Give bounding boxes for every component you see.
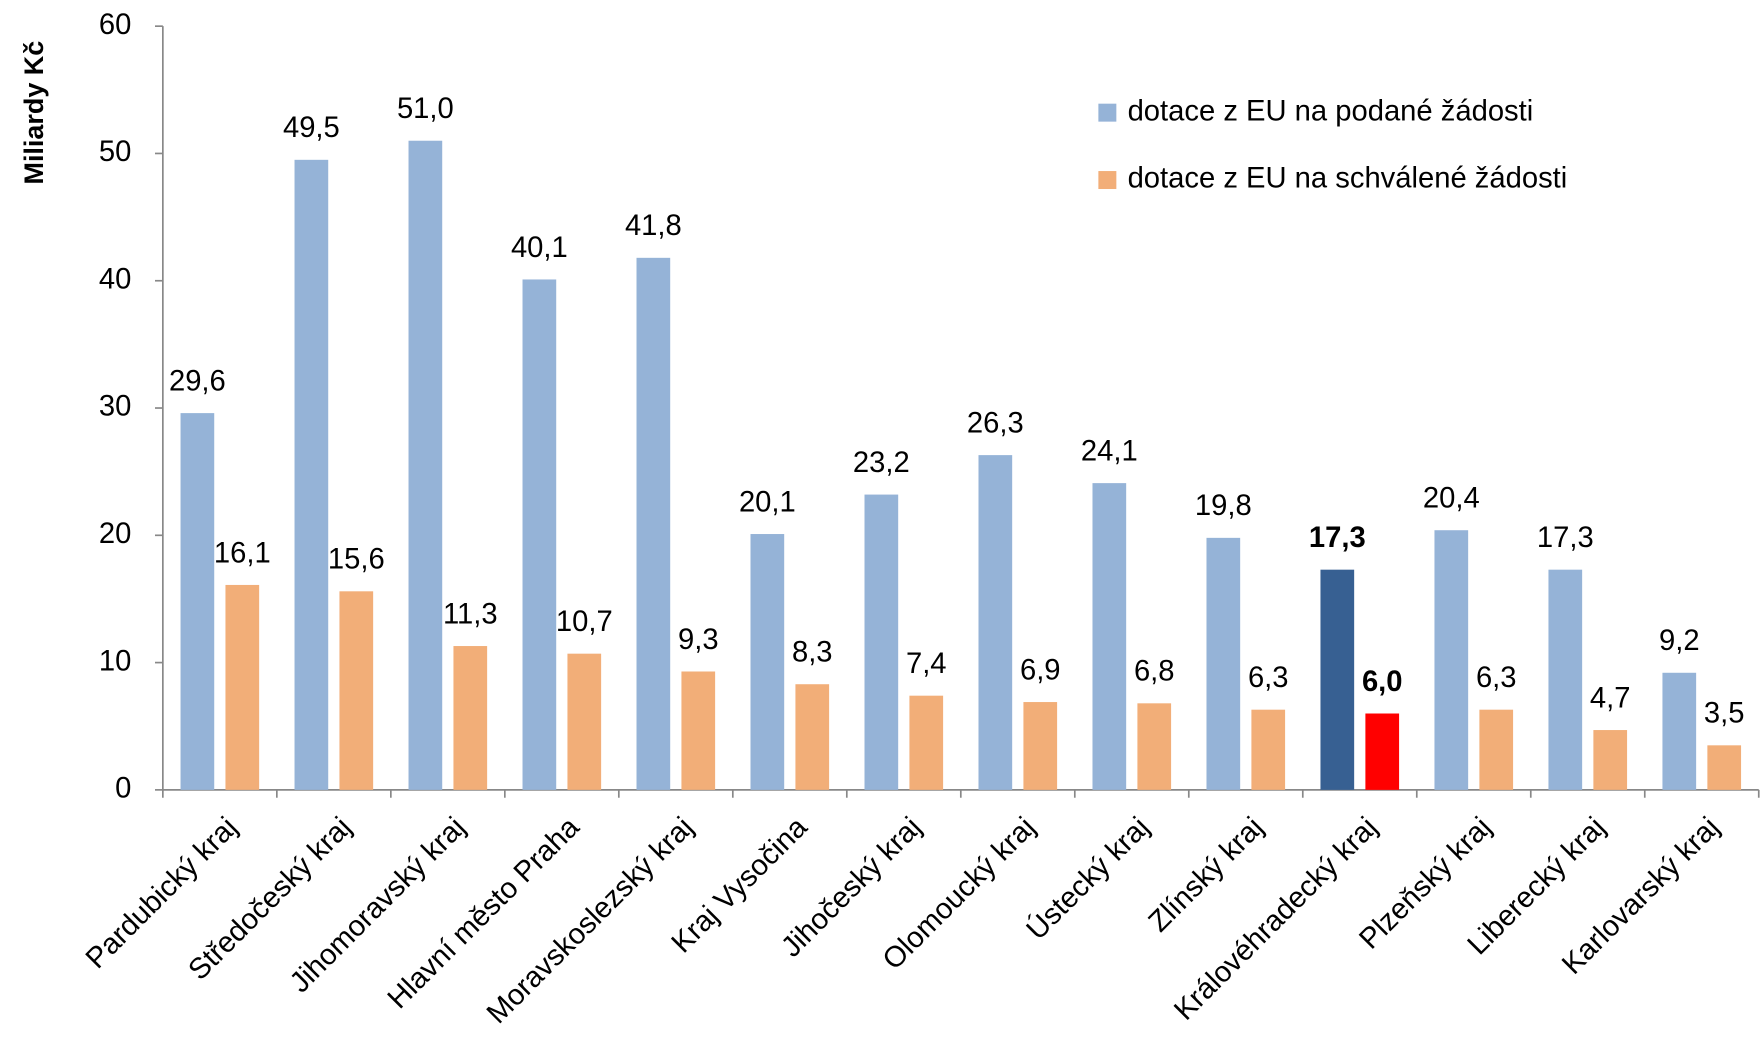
data-label: 3,5: [1704, 698, 1745, 730]
data-label: 24,1: [1081, 436, 1138, 468]
data-label: 23,2: [853, 447, 910, 479]
y-tick-label: 30: [99, 391, 131, 423]
y-tick-label: 40: [99, 263, 131, 295]
bar: [1206, 537, 1241, 790]
legend-label: dotace z EU na schválené žádosti: [1128, 163, 1568, 195]
bar: [1479, 709, 1514, 790]
bar: [681, 671, 716, 790]
data-label: 40,1: [511, 232, 568, 264]
data-label: 17,3: [1537, 522, 1594, 554]
data-label: 6,8: [1134, 656, 1175, 688]
y-tick-label: 10: [99, 645, 131, 677]
bar: [567, 653, 602, 790]
data-label: 29,6: [169, 366, 226, 398]
x-tick-label: Moravskoslezský kraj: [481, 811, 700, 1030]
y-axis-label: Miliardy Kč: [19, 41, 49, 185]
y-tick-label: 20: [99, 518, 131, 550]
bar: [1434, 530, 1469, 790]
bar: [1023, 702, 1058, 790]
bar: [1707, 745, 1742, 790]
legend-swatch: [1098, 171, 1117, 190]
x-tick-label: Královéhradecký kraj: [1168, 811, 1383, 1026]
legend-swatch: [1098, 103, 1117, 122]
y-tick-label: 60: [99, 9, 131, 41]
data-label: 9,3: [678, 624, 719, 656]
bar: [408, 140, 443, 790]
bar: [294, 159, 329, 790]
data-label: 11,3: [443, 598, 498, 630]
data-label: 10,7: [556, 606, 613, 638]
data-label: 8,3: [792, 637, 833, 669]
bar: [522, 279, 557, 790]
data-label: 16,1: [214, 537, 271, 569]
bar: [795, 684, 830, 790]
x-tick-label: Zlínský kraj: [1143, 811, 1270, 938]
bar: [864, 494, 899, 790]
y-tick-label: 0: [115, 773, 131, 805]
bar: [909, 695, 944, 790]
data-label: 41,8: [625, 210, 682, 242]
data-label: 19,8: [1195, 490, 1252, 522]
x-tick-label: Hlavní město Praha: [382, 811, 586, 1015]
bar: [1251, 709, 1286, 790]
data-label: 15,6: [328, 544, 385, 576]
data-label: 17,3: [1309, 522, 1366, 554]
bar: [1365, 713, 1400, 790]
bar: [1548, 569, 1583, 790]
data-label: 4,7: [1590, 682, 1631, 714]
y-tick-label: 50: [99, 136, 131, 168]
bar: [978, 455, 1013, 790]
bar: [1137, 703, 1172, 790]
bar: [750, 534, 785, 790]
bar: [225, 584, 260, 790]
data-label: 6,3: [1248, 662, 1289, 694]
legend-label: dotace z EU na podané žádosti: [1128, 95, 1534, 127]
data-label: 6,0: [1362, 666, 1403, 698]
data-label: 51,0: [397, 93, 454, 125]
data-label: 6,3: [1476, 662, 1517, 694]
bar: [1092, 483, 1127, 790]
bar: [1320, 569, 1355, 790]
bar: [1662, 672, 1697, 790]
data-label: 20,4: [1423, 483, 1480, 515]
data-label: 49,5: [283, 112, 340, 144]
bar: [1593, 730, 1628, 790]
bar: [453, 646, 488, 790]
data-label: 20,1: [739, 486, 796, 518]
bar: [339, 591, 374, 790]
bar: [180, 413, 215, 790]
bar: [636, 257, 671, 790]
data-label: 9,2: [1659, 625, 1700, 657]
data-label: 7,4: [906, 648, 947, 680]
data-label: 6,9: [1020, 654, 1061, 686]
data-label: 26,3: [967, 408, 1024, 440]
x-tick-label: Ústecký kraj: [1020, 811, 1156, 947]
